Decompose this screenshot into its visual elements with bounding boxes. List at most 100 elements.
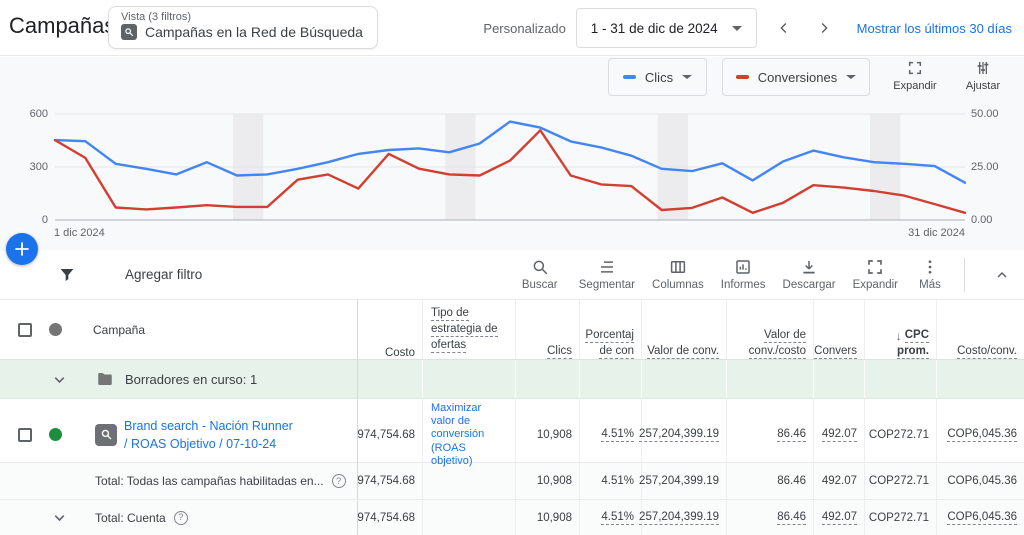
column-header-cost[interactable]: Costo	[358, 300, 423, 359]
cell-avg-cpc: COP272.71	[865, 463, 937, 499]
x-axis-end-date: 31 dic 2024	[900, 227, 965, 239]
next-period-button[interactable]	[811, 15, 837, 41]
expand-chart-button[interactable]: Expandir	[889, 60, 941, 92]
cell-bid-strategy	[423, 500, 516, 535]
status-filter-dot[interactable]	[49, 323, 62, 336]
campaign-name-link[interactable]: Brand search - Nación Runner / ROAS Obje…	[124, 417, 293, 453]
cell-cost: 2,974,754.68	[358, 463, 423, 499]
cell-conv-rate[interactable]: 4.51%	[580, 500, 642, 535]
cell-cost-per-conv: COP6,045.36	[937, 463, 1024, 499]
clicks-series-label: Clics	[645, 70, 673, 85]
expand-table-button[interactable]: Expandir	[853, 258, 898, 291]
left-axis-tick-0: 0	[24, 214, 48, 226]
column-header-clicks[interactable]: Clics	[516, 300, 580, 359]
cell-clicks: 10,908	[516, 500, 580, 535]
row-checkbox[interactable]	[18, 428, 32, 442]
column-header-conv-value[interactable]: Valor de conv.	[642, 300, 727, 359]
chevron-down-icon	[732, 26, 742, 31]
metric-selector-conversions[interactable]: Conversiones	[722, 58, 870, 96]
column-header-conv-rate[interactable]: Porcentaj de con	[580, 300, 642, 359]
right-axis-tick-0: 0.00	[971, 214, 992, 226]
tune-icon	[975, 60, 991, 76]
date-range-value: 1 - 31 de dic de 2024	[591, 21, 718, 36]
campaigns-table: Agregar filtro Buscar Segmentar Columnas…	[0, 250, 1024, 535]
cell-conversions[interactable]: 492.07	[814, 500, 865, 535]
search-button[interactable]: Buscar	[518, 258, 562, 291]
report-chart-icon	[734, 258, 752, 276]
cell-clicks: 10,908	[516, 463, 580, 499]
metric-selector-clicks[interactable]: Clics	[608, 58, 707, 96]
cell-conv-rate[interactable]: 4.51%	[580, 399, 642, 471]
show-last-30-days-link[interactable]: Mostrar los últimos 30 días	[857, 21, 1012, 36]
search-campaign-icon	[95, 424, 117, 446]
view-filter-chip[interactable]: Vista (3 filtros) Campañas en la Red de …	[108, 6, 378, 49]
total-account-label: Total: Cuenta	[95, 511, 166, 525]
left-axis-tick-300: 300	[24, 161, 48, 173]
conversions-series-label: Conversiones	[758, 70, 838, 85]
x-axis-start-date: 1 dic 2024	[54, 227, 105, 239]
folder-icon	[96, 370, 114, 388]
search-icon	[531, 258, 549, 276]
cell-cost-per-conv[interactable]: COP6,045.36	[937, 500, 1024, 535]
column-header-conversions[interactable]: Convers	[814, 300, 865, 359]
cell-conv-value[interactable]: 257,204,399.19	[642, 500, 727, 535]
performance-chart-section: 600 300 0 50.00 25.00 0.00 1 dic 2024 31…	[0, 57, 1024, 250]
funnel-icon	[58, 266, 76, 284]
column-header-campaign: Campaña	[0, 300, 358, 359]
cell-conv-value-per-cost: 86.46	[727, 463, 814, 499]
column-header-avg-cpc[interactable]: ↓CPC prom.	[865, 300, 937, 359]
help-icon[interactable]: ?	[174, 511, 188, 525]
cell-clicks: 10,908	[516, 399, 580, 471]
adjust-chart-button[interactable]: Ajustar	[957, 60, 1009, 92]
total-enabled-row: Total: Todas las campañas habilitadas en…	[0, 463, 1024, 500]
cell-avg-cpc: COP272.71	[865, 500, 937, 535]
columns-button[interactable]: Columnas	[652, 258, 704, 291]
clicks-series-color-dash	[623, 75, 636, 79]
cell-bid-strategy	[423, 463, 516, 499]
total-account-row: Total: Cuenta ? 2,974,754.68 10,908 4.51…	[0, 500, 1024, 535]
plus-icon	[13, 240, 31, 258]
filter-button[interactable]	[58, 266, 76, 284]
date-range-selector[interactable]: 1 - 31 de dic de 2024	[576, 8, 757, 48]
select-all-checkbox[interactable]	[18, 323, 32, 337]
collapse-table-button[interactable]	[988, 261, 1016, 289]
columns-icon	[669, 258, 687, 276]
column-header-bid-strategy[interactable]: Tipo de estrategia de ofertas	[423, 300, 516, 359]
right-axis-tick-25: 25.00	[971, 161, 999, 173]
add-campaign-fab[interactable]	[6, 233, 38, 265]
total-enabled-label: Total: Todas las campañas habilitadas en…	[95, 474, 324, 488]
column-header-campaign-label[interactable]: Campaña	[93, 323, 145, 337]
cell-cost[interactable]: 2,974,754.68	[358, 399, 423, 471]
cell-conv-value[interactable]: 257,204,399.19	[642, 399, 727, 471]
download-button[interactable]: Descargar	[783, 258, 836, 291]
segment-button[interactable]: Segmentar	[579, 258, 635, 291]
segment-icon	[598, 258, 616, 276]
cell-conversions[interactable]: 492.07	[814, 399, 865, 471]
help-icon[interactable]: ?	[332, 474, 346, 488]
column-header-conv-value-per-cost[interactable]: Valor de conv./costo	[727, 300, 814, 359]
reports-button[interactable]: Informes	[721, 258, 766, 291]
cell-bid-strategy[interactable]: Maximizar valor de conversión (ROAS obje…	[423, 399, 516, 471]
cell-conv-value-per-cost[interactable]: 86.46	[727, 399, 814, 471]
cell-conv-value-per-cost[interactable]: 86.46	[727, 500, 814, 535]
date-controls: Personalizado 1 - 31 de dic de 2024 Most…	[483, 0, 1012, 56]
column-header-cost-per-conv[interactable]: Costo/conv.	[937, 300, 1024, 359]
chevron-down-icon	[682, 75, 692, 79]
cell-conversions: 492.07	[814, 463, 865, 499]
previous-period-button[interactable]	[771, 15, 797, 41]
chevron-down-icon	[846, 75, 856, 79]
account-total-expand-chevron[interactable]	[51, 509, 68, 526]
cell-cost-per-conv[interactable]: COP6,045.36	[937, 399, 1024, 471]
chevron-down-icon	[51, 509, 68, 526]
more-button[interactable]: Más	[915, 258, 945, 291]
performance-chart	[0, 57, 1024, 250]
cell-cost: 2,974,754.68	[358, 500, 423, 535]
campaign-status-enabled-dot[interactable]	[49, 428, 62, 441]
add-filter-label[interactable]: Agregar filtro	[125, 267, 202, 282]
drafts-label[interactable]: Borradores en curso: 1	[125, 372, 257, 387]
drafts-expand-chevron[interactable]	[51, 371, 68, 388]
chevron-up-icon	[994, 267, 1010, 283]
sort-descending-icon: ↓	[896, 329, 902, 343]
table-toolbar: Agregar filtro Buscar Segmentar Columnas…	[0, 250, 1024, 300]
download-icon	[800, 258, 818, 276]
